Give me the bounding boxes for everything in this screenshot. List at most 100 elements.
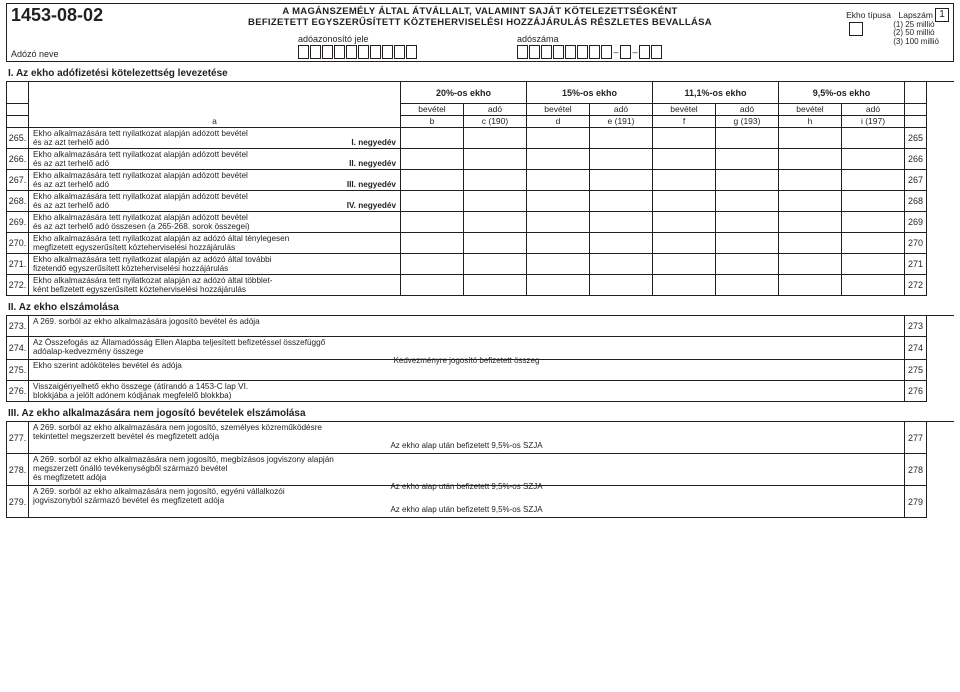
subhdr-e: adó xyxy=(590,104,653,116)
subhdr2-g: g (193) xyxy=(716,116,779,128)
data-cell[interactable] xyxy=(779,170,842,191)
data-cell[interactable] xyxy=(527,170,590,191)
data-cell[interactable] xyxy=(590,233,653,254)
data-cell[interactable] xyxy=(653,212,716,233)
data-cell[interactable] xyxy=(653,128,716,149)
data-cell[interactable] xyxy=(716,191,779,212)
data-cell[interactable] xyxy=(779,212,842,233)
data-cell[interactable] xyxy=(653,275,716,296)
subhdr-c: adó xyxy=(464,104,527,116)
data-cell[interactable] xyxy=(653,191,716,212)
data-cell[interactable] xyxy=(779,275,842,296)
data-cell[interactable] xyxy=(401,149,464,170)
data-cell[interactable] xyxy=(401,233,464,254)
form-root: 1453-08-02 Adózó neve A MAGÁNSZEMÉLY ÁLT… xyxy=(0,0,960,524)
subhdr2-b: b xyxy=(401,116,464,128)
data-cell[interactable] xyxy=(716,233,779,254)
table-row: 266.Ekho alkalmazására tett nyilatkozat … xyxy=(7,149,954,170)
data-cell[interactable] xyxy=(401,212,464,233)
data-cell[interactable] xyxy=(842,191,905,212)
data-cell[interactable] xyxy=(842,212,905,233)
row-number: 277. xyxy=(7,422,29,454)
table-row: 278.A 269. sorból az ekho alkalmazására … xyxy=(7,454,954,486)
section1-title: I. Az ekho adófizetési kötelezettség lev… xyxy=(8,68,954,79)
row-number: 269. xyxy=(7,212,29,233)
data-cell[interactable] xyxy=(464,128,527,149)
section2-table: 273.A 269. sorból az ekho alkalmazására … xyxy=(6,315,954,402)
data-cell[interactable] xyxy=(716,212,779,233)
row-desc: Ekho alkalmazására tett nyilatkozat alap… xyxy=(29,170,401,191)
adoazonosito-cells[interactable] xyxy=(298,45,417,59)
data-cell[interactable] xyxy=(842,170,905,191)
data-cell[interactable] xyxy=(653,170,716,191)
data-cell[interactable] xyxy=(779,254,842,275)
data-cell[interactable] xyxy=(779,128,842,149)
row-end-number: 277 xyxy=(905,422,927,454)
section3-table: 277.A 269. sorból az ekho alkalmazására … xyxy=(6,421,954,518)
data-cell[interactable] xyxy=(590,170,653,191)
data-cell[interactable] xyxy=(653,254,716,275)
data-cell[interactable] xyxy=(590,191,653,212)
data-cell[interactable] xyxy=(401,191,464,212)
table-row: 277.A 269. sorból az ekho alkalmazására … xyxy=(7,422,954,454)
row-end-number: 278 xyxy=(905,454,927,486)
row-desc: A 269. sorból az ekho alkalmazására nem … xyxy=(29,454,905,486)
data-cell[interactable] xyxy=(464,233,527,254)
row-end-number: 272 xyxy=(905,275,927,296)
data-cell[interactable] xyxy=(401,170,464,191)
row-number: 274. xyxy=(7,337,29,360)
subhdr2-e: e (191) xyxy=(590,116,653,128)
data-cell[interactable] xyxy=(527,212,590,233)
data-cell[interactable] xyxy=(842,254,905,275)
ekho-tipusa-box[interactable] xyxy=(849,22,863,36)
data-cell[interactable] xyxy=(716,170,779,191)
data-cell[interactable] xyxy=(464,149,527,170)
row-end-number: 275 xyxy=(905,360,927,381)
data-cell[interactable] xyxy=(464,212,527,233)
adoszama-cells[interactable]: –– xyxy=(517,45,662,59)
ekho-tipusa-label: Ekho típusa xyxy=(846,10,891,20)
data-cell[interactable] xyxy=(842,128,905,149)
data-cell[interactable] xyxy=(527,149,590,170)
subhdr2-f: f xyxy=(653,116,716,128)
data-cell[interactable] xyxy=(590,254,653,275)
data-cell[interactable] xyxy=(842,233,905,254)
data-cell[interactable] xyxy=(527,275,590,296)
data-cell[interactable] xyxy=(842,149,905,170)
data-cell[interactable] xyxy=(716,275,779,296)
data-cell[interactable] xyxy=(527,254,590,275)
data-cell[interactable] xyxy=(464,275,527,296)
data-cell[interactable] xyxy=(401,275,464,296)
data-cell[interactable] xyxy=(527,233,590,254)
data-cell[interactable] xyxy=(716,128,779,149)
data-cell[interactable] xyxy=(716,254,779,275)
row-end-number: 267 xyxy=(905,170,927,191)
data-cell[interactable] xyxy=(464,191,527,212)
data-cell[interactable] xyxy=(464,170,527,191)
subhdr2-c: c (190) xyxy=(464,116,527,128)
row-number: 273. xyxy=(7,316,29,337)
data-cell[interactable] xyxy=(653,149,716,170)
data-cell[interactable] xyxy=(590,212,653,233)
data-cell[interactable] xyxy=(779,233,842,254)
ekho-tipusa-options: (1) 25 millió (2) 50 millió (3) 100 mill… xyxy=(893,21,939,46)
data-cell[interactable] xyxy=(527,128,590,149)
data-cell[interactable] xyxy=(590,128,653,149)
data-cell[interactable] xyxy=(842,275,905,296)
data-cell[interactable] xyxy=(590,149,653,170)
data-cell[interactable] xyxy=(401,128,464,149)
row-number: 267. xyxy=(7,170,29,191)
row-number: 266. xyxy=(7,149,29,170)
lapszam-box[interactable]: 1 xyxy=(935,8,949,22)
data-cell[interactable] xyxy=(401,254,464,275)
data-cell[interactable] xyxy=(716,149,779,170)
row-desc: Ekho alkalmazására tett nyilatkozat alap… xyxy=(29,233,401,254)
data-cell[interactable] xyxy=(464,254,527,275)
row-number: 271. xyxy=(7,254,29,275)
data-cell[interactable] xyxy=(779,191,842,212)
data-cell[interactable] xyxy=(653,233,716,254)
data-cell[interactable] xyxy=(590,275,653,296)
subhdr-d: bevétel xyxy=(527,104,590,116)
data-cell[interactable] xyxy=(527,191,590,212)
data-cell[interactable] xyxy=(779,149,842,170)
